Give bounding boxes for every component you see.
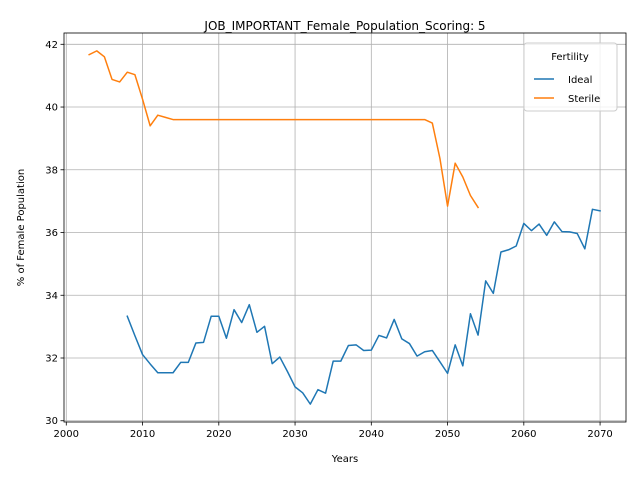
legend-title: Fertility xyxy=(551,52,589,63)
y-tick-label: 34 xyxy=(45,291,58,302)
x-axis-title: Years xyxy=(331,454,358,465)
chart-title: JOB_IMPORTANT_Female_Population_Scoring:… xyxy=(203,19,485,33)
series-line-sterile xyxy=(88,50,480,209)
y-tick-label: 42 xyxy=(45,40,58,51)
series-line-ideal xyxy=(126,208,601,405)
y-axis-title: % of Female Population xyxy=(16,169,27,286)
y-tick-label: 32 xyxy=(45,354,58,365)
x-tick-label: 2010 xyxy=(130,429,155,440)
legend-label-sterile: Sterile xyxy=(568,94,600,105)
y-tick-label: 38 xyxy=(45,165,58,176)
legend-box xyxy=(523,42,618,112)
y-tick-label: 40 xyxy=(45,103,58,114)
y-tick-label: 36 xyxy=(45,228,58,239)
x-tick-label: 2040 xyxy=(359,429,384,440)
x-tick-label: 2020 xyxy=(206,429,231,440)
x-tick-label: 2070 xyxy=(587,429,612,440)
x-tick-label: 2000 xyxy=(54,429,79,440)
y-tick-label: 30 xyxy=(45,416,58,427)
x-tick-label: 2050 xyxy=(435,429,460,440)
plot-area-frame xyxy=(63,32,627,423)
axis-ticks: 2000 2010 2020 2030 2040 2050 2060 2070 30 32 34 36… xyxy=(45,40,613,440)
legend: Fertility Ideal Sterile xyxy=(523,42,618,112)
legend-label-ideal: Ideal xyxy=(568,75,592,86)
x-tick-label: 2030 xyxy=(282,429,307,440)
x-tick-label: 2060 xyxy=(511,429,536,440)
series-lines xyxy=(88,50,601,405)
